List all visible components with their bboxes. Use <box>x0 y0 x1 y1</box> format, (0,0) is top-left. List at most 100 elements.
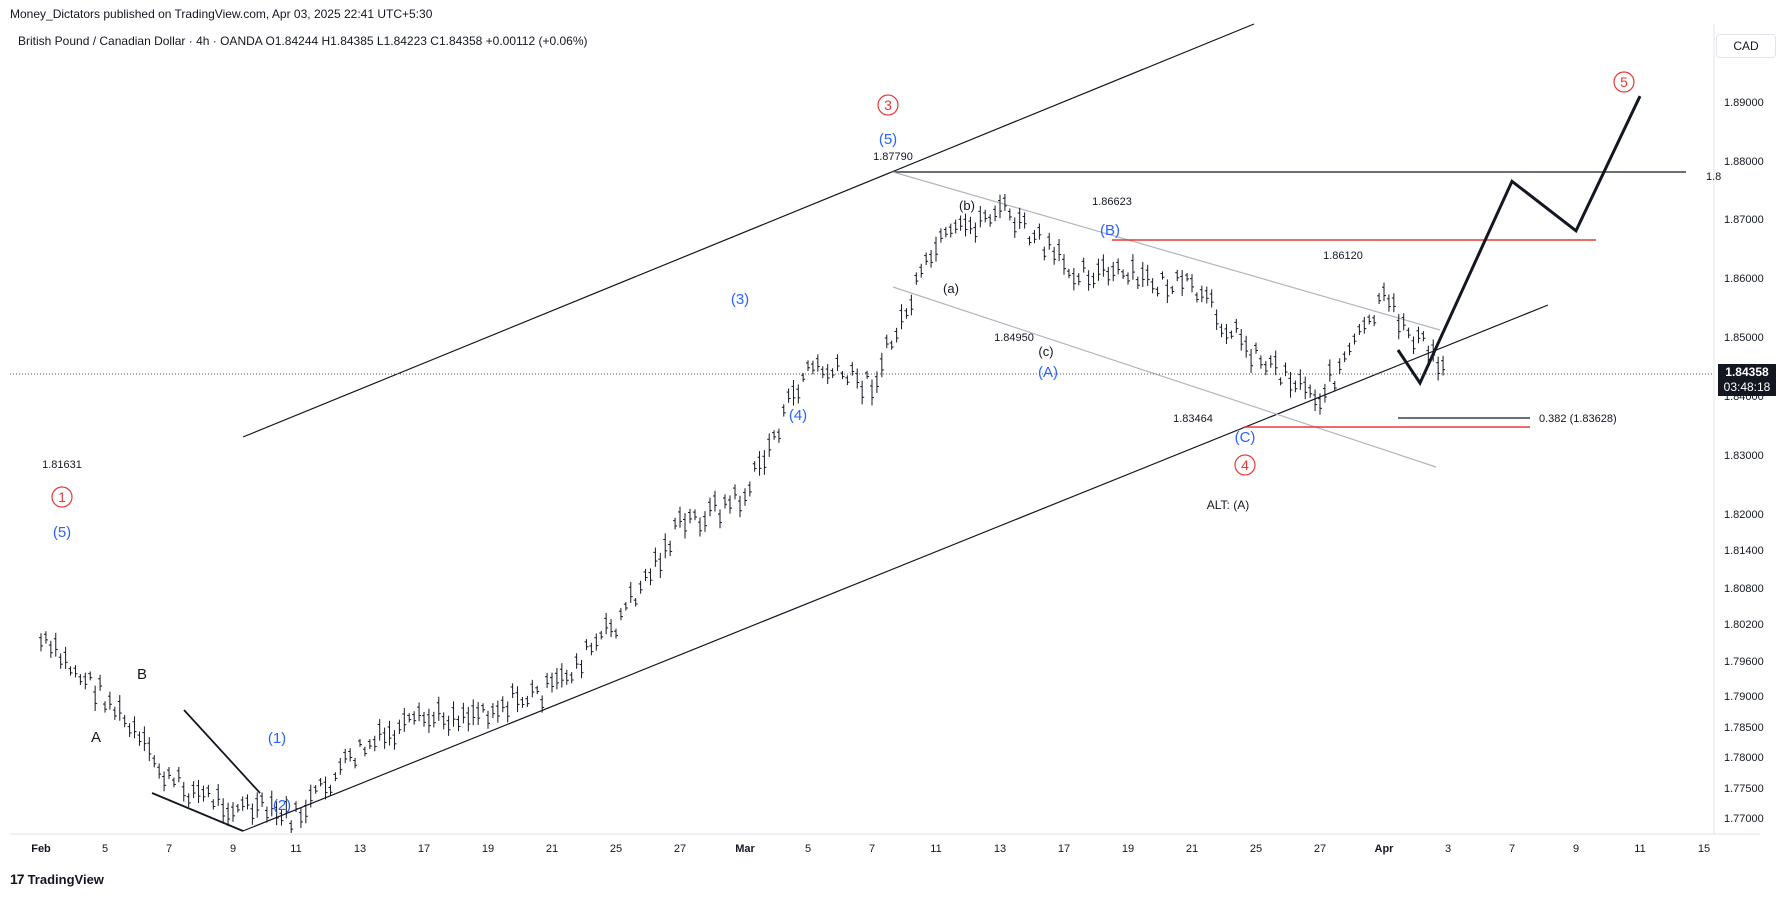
currency-button[interactable]: CAD <box>1716 34 1776 58</box>
price-bar <box>1145 264 1150 286</box>
black-wave-label-2: (a) <box>943 281 959 296</box>
price-bar <box>1007 208 1012 221</box>
price-bar <box>1199 285 1204 303</box>
price-bar <box>1086 270 1091 291</box>
price-bar <box>1175 269 1180 282</box>
price-bar <box>1062 254 1066 275</box>
price-bar <box>1066 268 1071 279</box>
price-bar <box>934 236 938 262</box>
price-bar <box>466 706 471 732</box>
price-bar <box>919 263 924 278</box>
price-bar <box>1052 246 1057 265</box>
price-bar <box>88 671 93 681</box>
blue-wave-label-3: (3) <box>731 291 749 308</box>
price-bar <box>490 703 495 719</box>
price-bar <box>609 619 614 638</box>
symbol-info: British Pound / Canadian Dollar · 4h · O… <box>18 34 588 48</box>
price-bar <box>1012 217 1017 238</box>
price-bar <box>648 568 653 586</box>
price-bar <box>693 509 697 521</box>
price-bar <box>211 799 216 810</box>
price-bar <box>58 653 63 669</box>
tradingview-icon: 17 <box>10 871 25 887</box>
price-bar <box>604 612 609 635</box>
price-bar <box>638 580 643 594</box>
price-bar <box>747 481 752 497</box>
price-bar <box>167 767 171 780</box>
symbol-name[interactable]: British Pound / Canadian Dollar · 4h · O… <box>18 34 263 48</box>
price-bar <box>201 785 206 802</box>
price-bar <box>191 781 196 799</box>
x-tick-label-3: 9 <box>230 843 236 855</box>
price-bar <box>628 581 633 603</box>
price-bar <box>845 375 850 386</box>
price-bar <box>226 802 231 827</box>
y-tick-label-8: 1.81400 <box>1724 545 1764 557</box>
price-bar <box>1357 323 1362 335</box>
blue-wave-label-8: (C) <box>1235 429 1256 446</box>
price-bar <box>713 490 717 512</box>
price-bar <box>1337 358 1342 375</box>
price-bar <box>830 368 835 378</box>
price-bar <box>1185 273 1190 282</box>
price-bar <box>545 672 550 688</box>
price-bar <box>772 430 777 440</box>
price-bar <box>1313 389 1318 412</box>
price-bar <box>1263 361 1268 376</box>
price-bar <box>250 803 255 825</box>
price-bar <box>850 362 855 376</box>
price-bar <box>1234 318 1239 333</box>
x-tick-label-0: Feb <box>31 843 51 855</box>
price-bar <box>284 796 289 819</box>
price-bar <box>653 547 658 567</box>
price-bar <box>762 450 767 475</box>
black-wave-label-3: (b) <box>959 198 975 213</box>
price-bar <box>142 726 147 752</box>
price-bar <box>279 809 284 826</box>
price-bar <box>668 540 673 557</box>
price-bar <box>1332 380 1337 392</box>
x-tick-label-4: 11 <box>290 843 301 855</box>
price-bar <box>1416 326 1421 344</box>
blue-wave-label-0: (5) <box>53 524 71 541</box>
y-tick-label-2: 1.87000 <box>1724 214 1764 226</box>
price-bar <box>471 699 476 726</box>
wave-circle <box>51 486 73 508</box>
y-tick-label-0: 1.89000 <box>1724 97 1764 109</box>
price-bar <box>540 695 545 713</box>
y-tick-label-15: 1.77500 <box>1724 783 1764 795</box>
price-bar <box>589 642 594 656</box>
price-bar <box>1298 369 1303 390</box>
x-tick-label-26: 15 <box>1698 843 1710 855</box>
price-bar <box>1057 239 1062 262</box>
price-bar <box>298 807 303 829</box>
price-bar <box>515 686 520 713</box>
price-bar <box>958 215 963 231</box>
price-bar <box>889 340 894 350</box>
price-bar <box>103 701 107 713</box>
y-tick-label-3: 1.86000 <box>1724 273 1764 285</box>
price-bar <box>1121 269 1126 280</box>
price-bar <box>943 226 948 238</box>
tradingview-logo[interactable]: 17 TradingView <box>10 871 104 887</box>
x-tick-label-18: 21 <box>1186 843 1198 855</box>
price-bar <box>240 796 245 811</box>
price-bar <box>255 792 260 818</box>
price-bar <box>1081 257 1086 273</box>
price-bar <box>968 216 973 235</box>
price-bar <box>367 739 372 750</box>
wedge-lower <box>151 792 244 832</box>
price-bar <box>796 384 801 404</box>
price-bar <box>1249 348 1254 373</box>
y-tick-label-1: 1.88000 <box>1724 156 1764 168</box>
price-bar <box>698 517 702 537</box>
y-axis-cut-label: 1.8 <box>1706 171 1721 183</box>
price-bar <box>1342 351 1347 363</box>
price-bar <box>107 691 112 710</box>
projection-path <box>1396 95 1642 387</box>
price-bar <box>633 598 638 607</box>
price-bar <box>914 272 919 285</box>
price-bar <box>206 784 211 798</box>
price-bar <box>132 716 137 739</box>
